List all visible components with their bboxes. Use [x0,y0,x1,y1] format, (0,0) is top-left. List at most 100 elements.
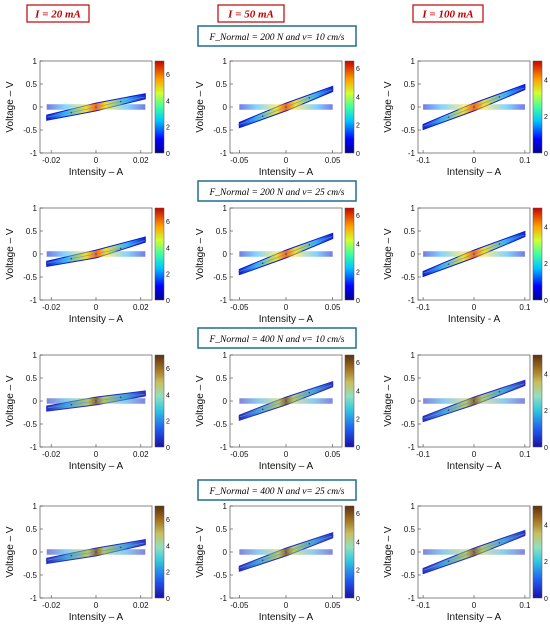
condition-label-3: F_Normal = 400 N and v= 10 cm/s [209,335,345,345]
chart-panel-r2c3: 1 0.5 0 -0.5 -1-0.1 0 0.1 Intensity - A Voltage … [383,204,548,325]
colorbar-tick-label: 4 [166,98,170,105]
x-axis-label: Intensity – A [447,167,502,178]
colorbar [154,60,165,154]
y-axis-label: Voltage – V [383,228,394,279]
colorbar-tick-label: 6 [356,213,360,220]
y-tick-label: 0 [33,397,38,406]
data-point [238,416,241,418]
data-point [70,257,73,260]
y-tick-label: -0.5 [401,571,415,580]
y-axis-label: Voltage – V [5,375,16,426]
y-tick-label: 0.5 [26,227,38,236]
data-point [498,96,501,98]
y-tick-label: 1 [33,502,38,511]
data-point [447,409,450,412]
chart-panel-r4c2: 1 0.5 0 -0.5 -1-0.05 0 0.05 Intensity – A Voltag… [195,502,360,623]
data-point [144,393,147,395]
y-tick-label: -0.5 [213,571,227,580]
y-tick-label: 0 [33,250,38,259]
colorbar-tick-label: 2 [166,570,170,577]
data-point [524,86,526,89]
colorbar-tick-label: 2 [166,272,170,279]
y-tick-label: 1 [411,502,416,511]
colorbar-tick-label: 6 [166,517,170,524]
data-point [447,263,450,265]
y-tick-label: 0 [411,397,416,406]
data-point [422,272,424,275]
y-tick-label: -0.5 [23,273,37,282]
data-point [447,116,450,118]
colorbar-tick-label: 6 [166,219,170,226]
colorbar [344,354,355,448]
y-tick-label: 0 [33,103,38,112]
data-point [285,253,287,255]
y-tick-label: -1 [220,443,228,452]
header-i50-label: I = 50 mA [227,9,274,21]
data-point [261,262,264,265]
colorbar-tick-label: 6 [166,72,170,79]
colorbar [532,354,543,448]
colorbar-tick-label: 4 [544,224,548,231]
x-tick-label: 0.02 [133,601,149,610]
y-tick-label: -1 [30,443,38,452]
data-point [473,106,475,108]
x-axis-label: Intensity – A [69,314,124,325]
x-axis-label: Intensity – A [69,612,124,623]
data-point [308,244,311,246]
colorbar-tick-label: 4 [544,77,548,84]
condition-label-4: F_Normal = 400 N and v= 25 cm/s [209,487,345,497]
condition-box-4: F_Normal = 400 N and v= 25 cm/s [197,479,357,501]
y-tick-label: -0.5 [23,571,37,580]
data-point [238,123,241,126]
y-tick-label: 0.5 [26,80,38,89]
x-tick-label: 0.1 [519,156,531,165]
colorbar-tick-label: 4 [544,371,548,378]
data-point [95,551,97,553]
data-point [498,243,501,245]
y-tick-label: -0.5 [401,273,415,282]
y-axis-label: Voltage – V [383,375,394,426]
colorbar [344,207,355,301]
y-tick-label: -1 [30,296,38,305]
data-point [238,567,241,569]
y-tick-label: 1 [411,57,416,66]
x-axis-label: Intensity – A [259,461,314,472]
x-axis-label: Intensity – A [69,167,124,178]
data-point [473,253,475,255]
y-tick-label: 0 [223,250,228,259]
x-tick-label: 0 [94,303,99,312]
x-tick-label: 0 [94,601,99,610]
data-point [308,97,311,99]
data-point [45,116,48,118]
data-point [308,391,311,394]
x-tick-label: 0.1 [519,303,531,312]
colorbar [344,60,355,154]
colorbar-tick-label: 2 [356,270,360,277]
data-point [524,382,526,385]
colorbar-tick-label: 0 [356,298,360,305]
y-tick-label: 1 [223,351,228,360]
colorbar [154,354,165,448]
colorbar-tick-label: 2 [356,123,360,130]
header-i100-label: I = 100 mA [421,9,473,21]
data-point [144,542,147,544]
x-tick-label: -0.05 [230,156,249,165]
colorbar-tick-label: 6 [356,360,360,367]
y-tick-label: 1 [223,502,228,511]
x-tick-label: 0.02 [133,303,149,312]
data-point [45,262,48,265]
chart-panel-r1c2: 1 0.5 0 -0.5 -1-0.05 0 0.05 Intensity – A Voltag… [195,57,360,178]
colorbar-tick-label: 2 [356,417,360,424]
y-tick-label: -0.5 [23,420,37,429]
y-tick-label: 0 [223,397,228,406]
y-axis-label: Voltage – V [383,81,394,132]
chart-panel-r4c3: 1 0.5 0 -0.5 -1-0.1 0 0.1 Intensity – A Voltage … [383,502,548,623]
x-axis-label: Intensity – A [259,167,314,178]
x-tick-label: 0.05 [325,156,341,165]
data-point [498,391,501,393]
y-tick-label: -1 [30,594,38,603]
data-point [422,125,424,128]
colorbar-tick-label: 4 [356,94,360,101]
y-tick-label: -1 [220,296,228,305]
y-tick-label: -1 [408,594,416,603]
